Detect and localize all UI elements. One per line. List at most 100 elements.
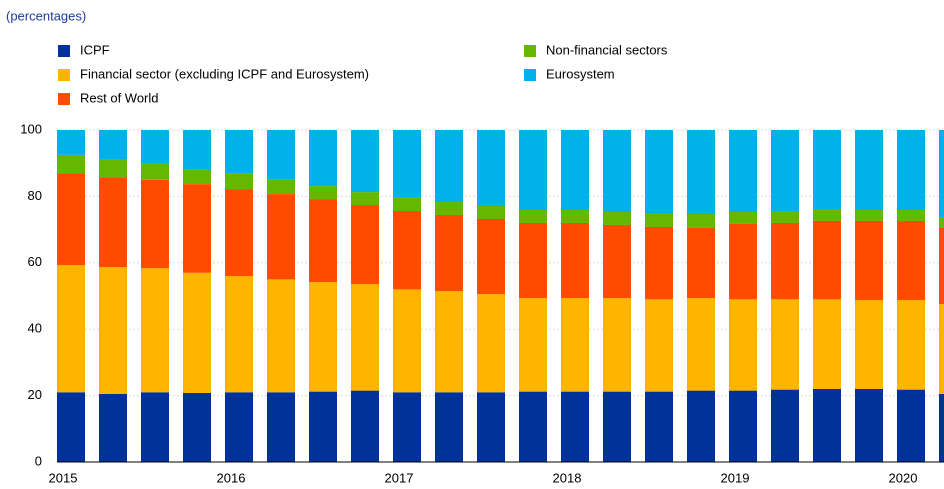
bar-segment	[57, 173, 85, 266]
bar-segment	[393, 130, 421, 198]
bar-segment	[225, 392, 253, 462]
bar-segment	[687, 213, 715, 228]
legend-swatch	[58, 93, 70, 105]
bar-segment	[813, 220, 841, 300]
y-tick-label: 0	[35, 453, 42, 468]
bar-segment	[141, 130, 169, 164]
bar-segment	[225, 276, 253, 393]
legend-swatch	[524, 45, 536, 57]
bar-segment	[57, 130, 85, 155]
bar-segment	[939, 393, 944, 462]
legend-swatch	[524, 69, 536, 81]
legend-label: Eurosystem	[546, 66, 615, 81]
bar-segment	[183, 392, 211, 462]
y-tick-label: 40	[28, 321, 42, 336]
bar-segment	[603, 212, 631, 225]
bar-segment	[603, 297, 631, 392]
bar-segment	[897, 299, 925, 390]
bar-segment	[393, 211, 421, 290]
bar-segment	[393, 392, 421, 462]
bar-segment	[477, 294, 505, 393]
legend-label: Financial sector (excluding ICPF and Eur…	[80, 66, 369, 81]
bar-segment	[729, 223, 757, 300]
bar-segment	[267, 279, 295, 393]
bar-segment	[939, 130, 944, 217]
bar-segment	[99, 393, 127, 462]
bar-segment	[855, 220, 883, 300]
bar-segment	[141, 163, 169, 180]
bar-segment	[57, 392, 85, 462]
bar-segment	[645, 213, 673, 227]
bar-segment	[267, 179, 295, 195]
bar-segment	[99, 267, 127, 394]
bar-segment	[309, 282, 337, 392]
bar-segment	[141, 179, 169, 269]
legend-label: ICPF	[80, 42, 110, 57]
bar-segment	[435, 214, 463, 292]
bar-segment	[897, 130, 925, 211]
bar-segment	[645, 226, 673, 300]
bar-segment	[519, 222, 547, 298]
bar-segment	[435, 291, 463, 393]
bar-segment	[141, 268, 169, 393]
bar-segment	[729, 130, 757, 213]
y-tick-label: 80	[28, 188, 42, 203]
bar-segment	[351, 192, 379, 206]
bar-segment	[687, 390, 715, 462]
bar-segment	[309, 186, 337, 200]
bar-segment	[939, 303, 944, 394]
bar-segment	[771, 389, 799, 462]
x-tick-label: 2016	[217, 470, 246, 485]
bar-segment	[645, 299, 673, 392]
y-tick-label: 100	[20, 121, 42, 136]
bar-segment	[687, 130, 715, 214]
bar-segment	[225, 173, 253, 190]
bar-segment	[477, 392, 505, 462]
bar-segment	[99, 177, 127, 268]
x-tick-label: 2019	[721, 470, 750, 485]
bar-segment	[225, 130, 253, 174]
bar-segment	[477, 218, 505, 295]
bar-segment	[99, 130, 127, 160]
bar-segment	[603, 130, 631, 213]
bar-segment	[855, 299, 883, 389]
bar-segment	[309, 199, 337, 283]
bar-segment	[813, 130, 841, 210]
x-tick-label: 2018	[553, 470, 582, 485]
bar-segment	[351, 205, 379, 285]
bar-segment	[855, 130, 883, 211]
bar-segment	[519, 210, 547, 223]
bar-segment	[561, 130, 589, 211]
bar-segment	[57, 265, 85, 393]
bar-segment	[435, 392, 463, 462]
bar-segment	[897, 220, 925, 300]
bar-segment	[57, 154, 85, 174]
bar-segment	[225, 189, 253, 277]
legend-label: Non-financial sectors	[546, 42, 668, 57]
bar-segment	[771, 130, 799, 212]
bar-segment	[393, 197, 421, 212]
bar-segment	[561, 297, 589, 392]
bar-segment	[771, 299, 799, 390]
legend-label: Rest of World	[80, 90, 159, 105]
bar-segment	[309, 130, 337, 187]
bar-segment	[267, 130, 295, 180]
bar-segment	[267, 194, 295, 280]
bar-segment	[939, 216, 944, 228]
legend-swatch	[58, 69, 70, 81]
bar-segment	[645, 391, 673, 462]
bar-segment	[855, 210, 883, 221]
bar-segment	[561, 391, 589, 462]
bar-segment	[309, 391, 337, 462]
bar-segment	[771, 211, 799, 223]
bar-segment	[183, 169, 211, 185]
bar-segment	[855, 388, 883, 462]
x-tick-label: 2017	[385, 470, 414, 485]
bar-segment	[351, 284, 379, 391]
bar-segment	[99, 159, 127, 178]
y-tick-label: 60	[28, 254, 42, 269]
bar-segment	[687, 227, 715, 298]
bar-segment	[813, 209, 841, 221]
bar-segment	[477, 206, 505, 219]
chart-subtitle: (percentages)	[6, 8, 86, 23]
